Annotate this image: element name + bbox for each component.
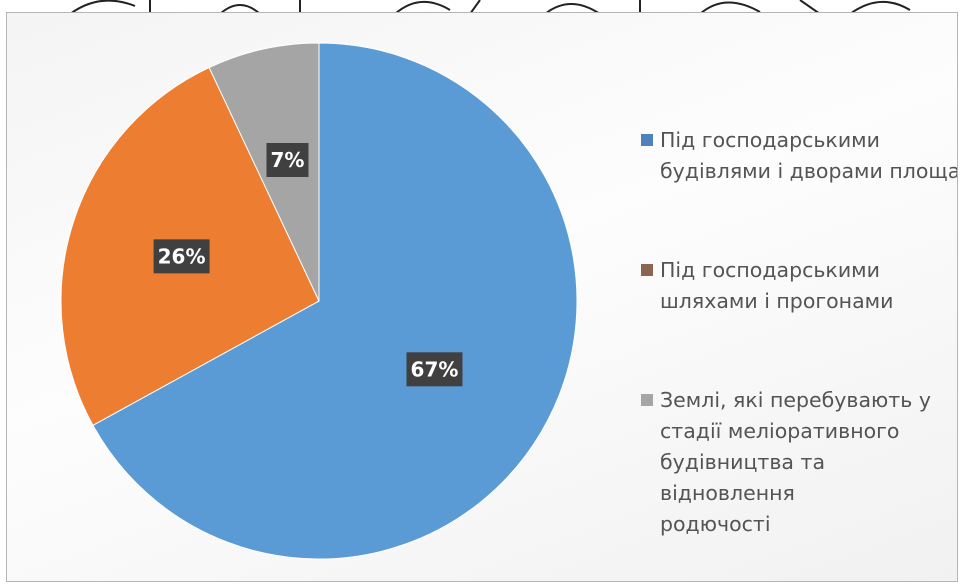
pie-slice-buildings [92, 42, 578, 560]
data-label-box [406, 352, 463, 387]
data-label-reclamation: 7% [266, 142, 309, 177]
data-label-text: 7% [270, 148, 304, 172]
pie-chart: 67% 26% 7% [60, 42, 578, 560]
legend-label-roads: Під господарськими шляхами і прогонами [660, 258, 894, 313]
legend-item-buildings: Під господарськими будівлями і дворами п… [641, 125, 958, 187]
pie-slice-reclamation [208, 42, 320, 302]
legend-label-reclamation: Землі, які перебувають у стадії меліорат… [660, 388, 931, 536]
top-text-fragment [0, 0, 960, 14]
cropped-heading-strokes [69, 0, 911, 14]
legend-swatch-gray [641, 394, 653, 406]
data-label-box [266, 142, 309, 177]
data-label-text: 67% [411, 357, 459, 381]
legend-label-buildings: Під господарськими будівлями і дворами п… [660, 128, 958, 183]
chart-area: 67% 26% 7% Під господарськими будівлями і … [6, 12, 958, 582]
data-label-buildings: 67% [406, 352, 463, 387]
left-margin-fragment [0, 14, 8, 585]
legend-item-roads: Під господарськими шляхами і прогонами [641, 255, 957, 317]
legend-item-reclamation: Землі, які перебувають у стадії меліорат… [641, 385, 957, 540]
legend-swatch-blue [641, 134, 653, 146]
data-label-roads: 26% [153, 239, 210, 274]
legend-swatch-brown [641, 264, 653, 276]
data-label-box [153, 239, 210, 274]
data-label-text: 26% [158, 244, 206, 268]
